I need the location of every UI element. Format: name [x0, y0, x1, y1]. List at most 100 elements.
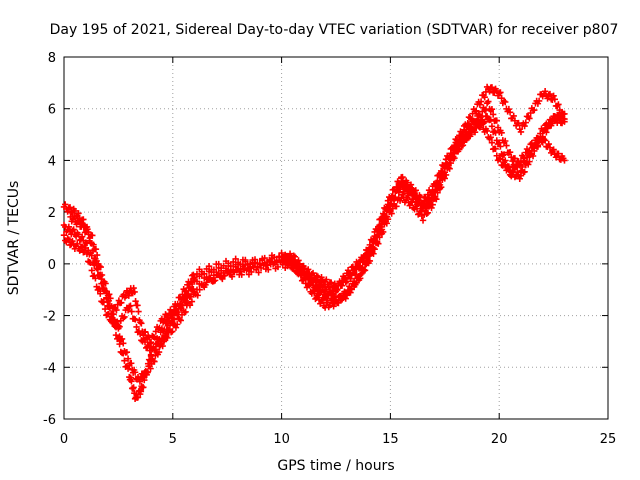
- data-point: [487, 134, 494, 141]
- data-point: [151, 347, 158, 354]
- data-point: [392, 193, 399, 201]
- data-point: [242, 256, 249, 264]
- data-point: [232, 255, 239, 263]
- data-point: [428, 204, 435, 212]
- data-point: [390, 195, 398, 202]
- data-point: [174, 311, 181, 318]
- data-point: [135, 308, 142, 315]
- data-point: [65, 236, 73, 243]
- data-point: [202, 281, 209, 289]
- data-point: [483, 127, 491, 135]
- data-point: [503, 142, 510, 149]
- data-point: [268, 255, 276, 262]
- x-tick-label: 20: [491, 432, 508, 447]
- data-point: [504, 163, 511, 170]
- data-point: [468, 130, 475, 138]
- data-point: [237, 260, 244, 268]
- data-point: [352, 271, 359, 278]
- data-point: [116, 340, 123, 348]
- y-tick-label: 8: [48, 51, 56, 66]
- data-point: [274, 263, 282, 271]
- data-point: [70, 226, 77, 233]
- data-point: [142, 328, 149, 336]
- data-point: [497, 143, 504, 150]
- data-point: [440, 170, 447, 177]
- x-tick-label: 25: [600, 432, 617, 447]
- data-point: [161, 336, 168, 344]
- y-tick-label: 4: [48, 154, 56, 169]
- data-point: [127, 302, 134, 309]
- data-point: [230, 266, 237, 274]
- data-point: [297, 272, 305, 279]
- data-point: [227, 262, 235, 270]
- data-point: [483, 113, 491, 120]
- data-point: [372, 233, 380, 241]
- data-point: [97, 263, 104, 271]
- data-point: [169, 309, 176, 317]
- data-point: [337, 282, 345, 289]
- data-point: [448, 154, 456, 161]
- data-point: [450, 153, 457, 160]
- data-point: [188, 298, 196, 305]
- data-point: [112, 331, 120, 339]
- data-point: [481, 118, 488, 126]
- data-point: [550, 113, 557, 120]
- data-point: [387, 201, 394, 209]
- data-point: [128, 360, 135, 367]
- data-point: [134, 302, 141, 309]
- data-point: [370, 238, 377, 246]
- data-point: [356, 275, 364, 282]
- data-point: [152, 346, 160, 353]
- data-point: [106, 291, 113, 298]
- data-point: [93, 251, 101, 259]
- data-point: [340, 294, 347, 301]
- data-point: [502, 137, 509, 145]
- data-point: [118, 299, 125, 306]
- data-point: [80, 223, 88, 231]
- data-point: [121, 357, 128, 364]
- data-point: [259, 257, 266, 264]
- data-point: [464, 120, 471, 127]
- data-point: [107, 295, 114, 302]
- data-point: [155, 325, 162, 333]
- data-point: [66, 204, 74, 211]
- data-point: [429, 201, 436, 208]
- data-point: [193, 270, 201, 278]
- data-point: [458, 142, 465, 150]
- x-tick-label: 15: [382, 432, 399, 447]
- data-point: [78, 233, 86, 240]
- data-point: [147, 365, 154, 372]
- data-marks: [60, 83, 568, 402]
- data-point: [64, 208, 71, 215]
- data-point: [136, 378, 144, 385]
- data-point: [488, 106, 496, 113]
- data-point: [332, 296, 340, 303]
- data-point: [497, 156, 504, 163]
- data-point: [531, 147, 538, 155]
- data-point: [383, 207, 390, 215]
- data-point: [539, 133, 546, 140]
- data-point: [367, 243, 375, 251]
- data-point: [304, 274, 312, 282]
- data-point: [406, 202, 413, 209]
- data-point: [418, 205, 426, 212]
- data-point: [441, 175, 448, 182]
- data-point: [511, 173, 519, 181]
- data-point: [347, 269, 354, 277]
- data-point: [65, 223, 73, 231]
- data-point: [187, 279, 195, 286]
- data-point: [144, 369, 151, 376]
- data-point: [187, 286, 195, 293]
- data-point: [291, 256, 299, 264]
- data-point: [468, 116, 475, 123]
- data-point: [334, 286, 341, 294]
- data-point: [555, 101, 562, 108]
- data-point: [453, 148, 461, 155]
- data-point: [177, 317, 184, 324]
- data-point: [486, 88, 493, 95]
- data-point: [329, 292, 336, 299]
- data-point: [156, 324, 163, 332]
- data-point: [290, 252, 297, 259]
- data-point: [541, 88, 549, 95]
- data-point: [146, 339, 154, 347]
